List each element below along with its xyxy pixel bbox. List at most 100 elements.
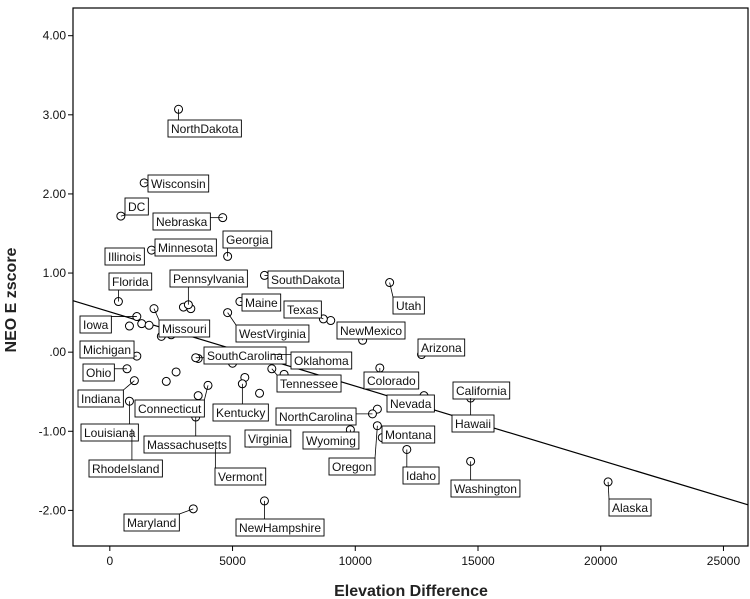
state-label-text: Wisconsin: [151, 177, 206, 191]
state-label-text: Virginia: [248, 432, 288, 446]
state-label: NewMexico: [336, 321, 406, 340]
state-label-text: Tennessee: [280, 377, 338, 391]
state-label-text: DC: [128, 200, 146, 214]
state-label: Idaho: [402, 466, 440, 485]
state-label-box: [302, 431, 360, 450]
state-label-text: Indiana: [81, 392, 121, 406]
state-label-text: NorthDakota: [171, 122, 239, 136]
state-label-box: [336, 321, 406, 340]
state-label-text: NewHampshire: [239, 521, 321, 535]
state-label: Iowa: [79, 315, 112, 334]
state-label-text: Florida: [112, 275, 149, 289]
state-label: Virginia: [244, 429, 292, 448]
state-label-text: Missouri: [162, 322, 207, 336]
state-label: Louisiana: [80, 423, 139, 442]
state-label-box: [143, 435, 231, 454]
state-label-box: [88, 459, 163, 478]
state-label-box: [108, 272, 153, 291]
state-label-box: [158, 319, 211, 338]
state-label-box: [283, 300, 322, 319]
state-label: Kentucky: [212, 403, 269, 422]
state-label-box: [154, 238, 217, 257]
state-label: Montana: [381, 425, 436, 444]
state-label-text: SouthCarolina: [207, 349, 283, 363]
state-label-text: Iowa: [83, 318, 109, 332]
state-label-text: RhodeIsland: [92, 462, 159, 476]
state-label: California: [452, 381, 511, 400]
state-label-box: [212, 403, 269, 422]
label-leader: [153, 308, 160, 321]
y-tick-label: 1.00: [43, 266, 67, 280]
state-label-text: Pennsylvania: [173, 272, 245, 286]
state-label-text: Hawaii: [455, 417, 491, 431]
state-label-box: [608, 498, 652, 517]
label-leader: [374, 425, 378, 459]
data-point: [144, 320, 154, 330]
state-label: Nevada: [386, 394, 435, 413]
state-label-box: [169, 269, 248, 288]
state-label: DC: [124, 197, 149, 216]
state-label-box: [241, 293, 282, 312]
label-leader: [179, 508, 194, 515]
state-label: Indiana: [77, 389, 124, 408]
state-label-box: [392, 296, 425, 315]
state-label-text: Ohio: [86, 366, 112, 380]
y-tick-label: 4.00: [43, 29, 67, 43]
state-label-box: [450, 479, 521, 498]
state-label-box: [147, 174, 210, 193]
state-label: NorthCarolina: [275, 407, 357, 426]
state-label-box: [235, 518, 325, 537]
state-label-text: Kentucky: [216, 406, 265, 420]
state-label-box: [452, 381, 511, 400]
state-label-text: Massachusetts: [147, 438, 227, 452]
labels-group: NorthDakota Wisconsin DC Nebraska Georgia Min…: [77, 109, 652, 537]
state-label: Nebraska: [152, 212, 211, 231]
state-label: NorthDakota: [167, 119, 242, 138]
label-leader: [227, 312, 237, 326]
label-leader: [203, 385, 209, 401]
state-label: Maine: [241, 293, 282, 312]
x-tick-label: 10000: [339, 554, 373, 568]
state-label-box: [167, 119, 242, 138]
data-point: [161, 376, 171, 386]
state-label-text: Oregon: [332, 460, 372, 474]
state-label-box: [79, 315, 112, 334]
state-label: Michigan: [79, 340, 135, 359]
label-leader: [271, 368, 278, 376]
state-label: RhodeIsland: [88, 459, 163, 478]
state-label: Pennsylvania: [169, 269, 248, 288]
state-label-text: Georgia: [226, 233, 269, 247]
state-label-box: [275, 407, 357, 426]
label-leader: [120, 214, 126, 217]
state-label-text: California: [456, 384, 507, 398]
state-label-text: Montana: [385, 428, 432, 442]
state-label: WestVirginia: [235, 324, 310, 343]
state-label: Utah: [392, 296, 425, 315]
state-label: Wisconsin: [147, 174, 210, 193]
state-label-box: [290, 351, 353, 370]
state-label-box: [267, 270, 344, 289]
state-label-box: [235, 324, 310, 343]
state-label-text: Oklahoma: [294, 354, 349, 368]
state-label: Arizona: [417, 338, 466, 357]
state-label-box: [82, 363, 115, 382]
state-label: Vermont: [214, 467, 267, 486]
ticks-group: 0 5000 10000 15000 20000 25000 4.00 3.00 2.00 1.0…: [39, 29, 741, 568]
state-label-text: Maryland: [127, 516, 176, 530]
state-label: Connecticut: [134, 399, 205, 418]
y-tick-label: 2.00: [43, 187, 67, 201]
state-label-text: Utah: [396, 299, 421, 313]
data-point: [193, 391, 203, 401]
y-axis-title: NEO E zscore: [3, 247, 20, 352]
state-label-box: [381, 425, 436, 444]
state-label: Colorado: [363, 371, 420, 390]
state-label-text: SouthDakota: [271, 273, 341, 287]
state-label: Alaska: [608, 498, 652, 517]
x-axis-title: Elevation Difference: [334, 583, 488, 599]
state-label-text: Texas: [287, 303, 318, 317]
state-label: Missouri: [158, 319, 211, 338]
state-label: Tennessee: [276, 374, 342, 393]
state-label-box: [124, 197, 149, 216]
state-label-text: Maine: [245, 296, 278, 310]
